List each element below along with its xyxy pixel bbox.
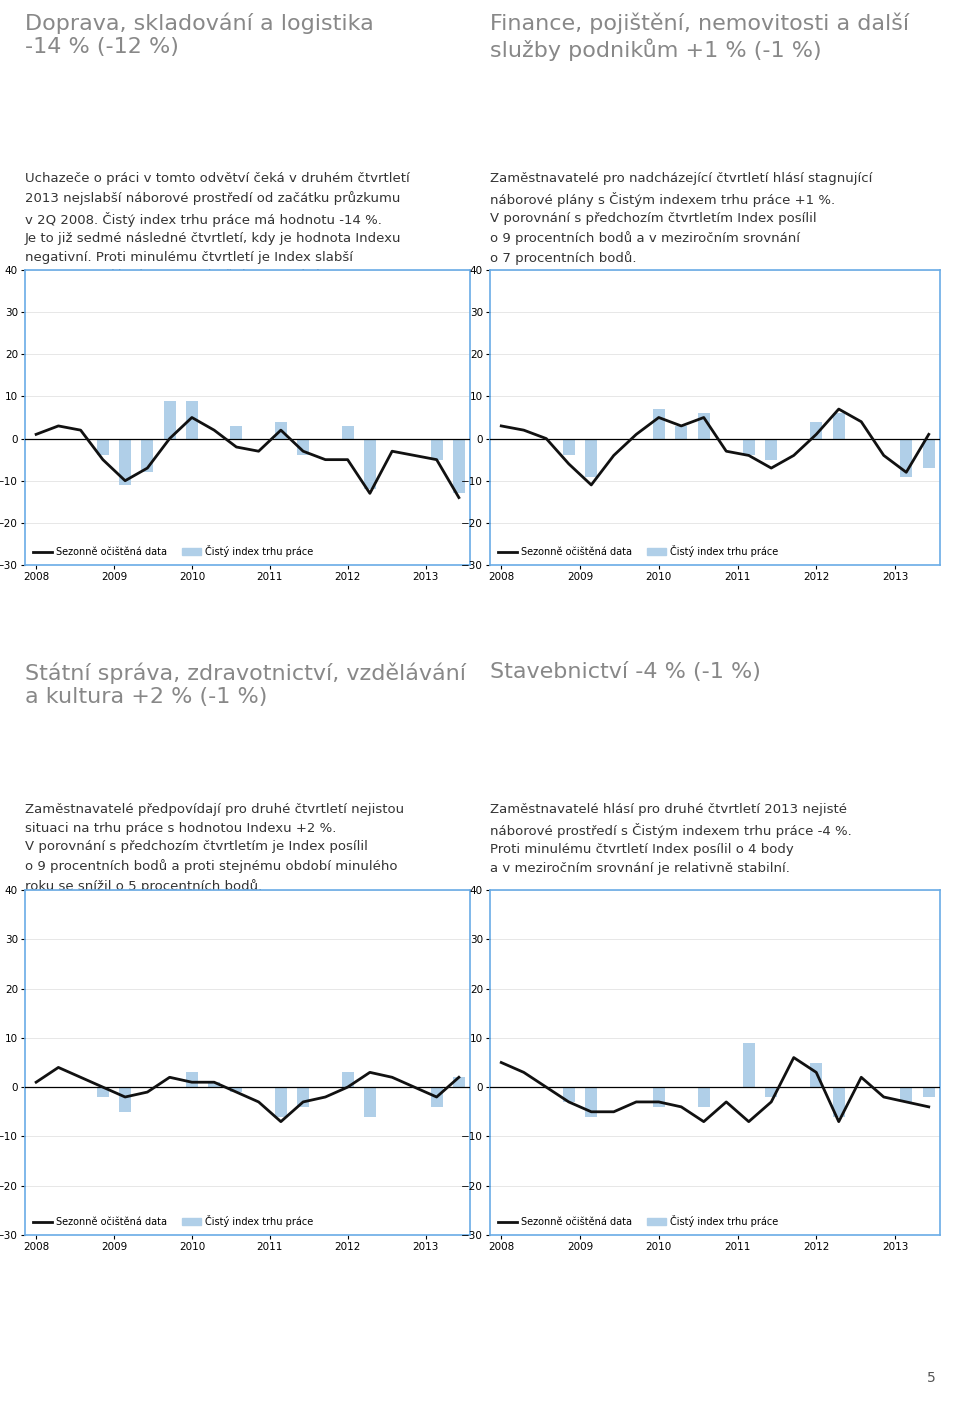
- Bar: [342, 1073, 353, 1087]
- Bar: [832, 1087, 845, 1117]
- Bar: [208, 1083, 220, 1087]
- Bar: [275, 1087, 287, 1117]
- Bar: [563, 439, 575, 455]
- Text: Stavebnictví -4 % (-1 %): Stavebnictví -4 % (-1 %): [490, 663, 761, 682]
- Bar: [230, 1087, 243, 1093]
- Bar: [743, 439, 755, 455]
- Legend: Sezonně očištěná data, Čistý index trhu práce: Sezonně očištěná data, Čistý index trhu …: [30, 543, 316, 560]
- Bar: [900, 1087, 912, 1103]
- Bar: [342, 426, 353, 439]
- Legend: Sezonně očištěná data, Čistý index trhu práce: Sezonně očištěná data, Čistý index trhu …: [30, 1213, 316, 1230]
- Legend: Sezonně očištěná data, Čistý index trhu práce: Sezonně očištěná data, Čistý index trhu …: [494, 1213, 781, 1230]
- Bar: [185, 1073, 198, 1087]
- Text: Doprava, skladování a logistika
-14 % (-12 %): Doprava, skladování a logistika -14 % (-…: [25, 13, 373, 58]
- Bar: [810, 422, 823, 439]
- Bar: [653, 1087, 665, 1107]
- Bar: [653, 409, 665, 439]
- Text: Zaměstnavatelé pro nadcházející čtvrtletí hlásí stagnující
náborové plány s Čist: Zaměstnavatelé pro nadcházející čtvrtlet…: [490, 172, 873, 265]
- Bar: [275, 422, 287, 439]
- Bar: [97, 1087, 109, 1097]
- Text: Zaměstnavatelé předpovídají pro druhé čtvrtletí nejistou
situaci na trhu práce s: Zaměstnavatelé předpovídají pro druhé čt…: [25, 804, 404, 894]
- Bar: [297, 1087, 309, 1107]
- Bar: [430, 1087, 443, 1107]
- Bar: [119, 439, 132, 485]
- Bar: [364, 1087, 376, 1117]
- Text: Státní správa, zdravotnictví, vzdělávání
a kultura +2 % (-1 %): Státní správa, zdravotnictví, vzdělávání…: [25, 663, 466, 708]
- Bar: [585, 439, 597, 477]
- Bar: [230, 426, 243, 439]
- Bar: [675, 426, 687, 439]
- Bar: [163, 400, 176, 439]
- Bar: [585, 1087, 597, 1117]
- Bar: [364, 439, 376, 489]
- Bar: [810, 1063, 823, 1087]
- Bar: [563, 1087, 575, 1103]
- Text: Uchazeče o práci v tomto odvětví čeká v druhém čtvrtletí
2013 nejslabší náborové: Uchazeče o práci v tomto odvětví čeká v …: [25, 172, 410, 302]
- Text: Finance, pojištění, nemovitosti a další
služby podnikům +1 % (-1 %): Finance, pojištění, nemovitosti a další …: [490, 13, 909, 61]
- Text: Zaměstnavatelé hlásí pro druhé čtvrtletí 2013 nejisté
náborové prostředí s Čistý: Zaměstnavatelé hlásí pro druhé čtvrtletí…: [490, 804, 852, 876]
- Bar: [453, 1077, 465, 1087]
- Bar: [765, 439, 778, 460]
- Bar: [923, 439, 935, 468]
- Bar: [119, 1087, 132, 1112]
- Bar: [97, 439, 109, 455]
- Bar: [185, 400, 198, 439]
- Bar: [765, 1087, 778, 1097]
- Bar: [900, 439, 912, 477]
- Bar: [297, 439, 309, 455]
- Bar: [698, 1087, 710, 1107]
- Bar: [832, 413, 845, 439]
- Bar: [923, 1087, 935, 1097]
- Bar: [453, 439, 465, 493]
- Bar: [698, 413, 710, 439]
- Bar: [430, 439, 443, 460]
- Text: 5: 5: [927, 1371, 936, 1385]
- Bar: [743, 1043, 755, 1087]
- Bar: [141, 439, 154, 472]
- Legend: Sezonně očištěná data, Čistý index trhu práce: Sezonně očištěná data, Čistý index trhu …: [494, 543, 781, 560]
